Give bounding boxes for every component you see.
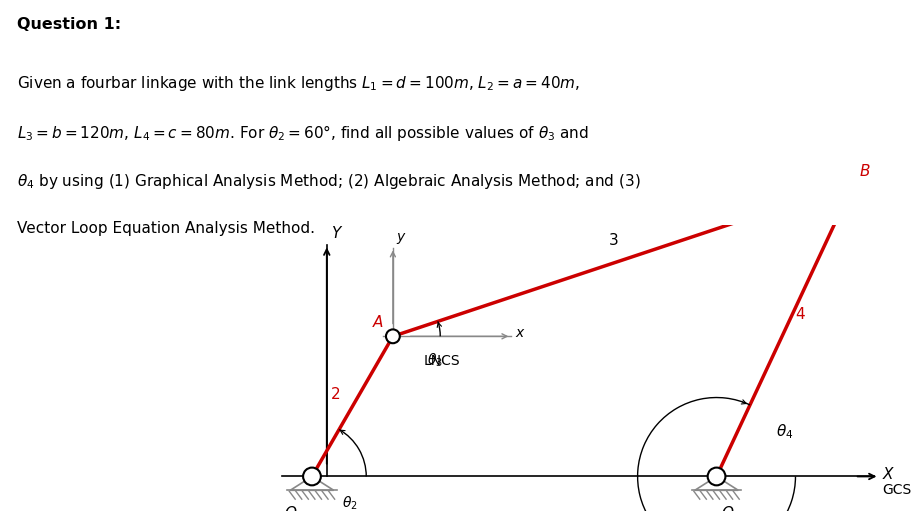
Text: Y: Y (330, 226, 340, 241)
Text: GCS: GCS (882, 483, 912, 497)
Text: 2: 2 (331, 387, 341, 403)
Text: Question 1:: Question 1: (17, 17, 120, 32)
Text: $L_3 = b = 120m$, $L_4 = c = 80m$. For $\theta_2 = 60°$, find all possible value: $L_3 = b = 120m$, $L_4 = c = 80m$. For $… (17, 123, 588, 143)
Circle shape (846, 176, 860, 190)
Text: LNCS: LNCS (424, 354, 461, 368)
Text: 4: 4 (795, 307, 804, 322)
Text: X: X (882, 467, 893, 482)
Text: x: x (515, 327, 523, 340)
Text: $O_2$: $O_2$ (285, 504, 304, 511)
Circle shape (386, 330, 400, 343)
Text: A: A (373, 315, 383, 331)
Text: Vector Loop Equation Analysis Method.: Vector Loop Equation Analysis Method. (17, 221, 315, 236)
Text: $\theta_2$: $\theta_2$ (341, 494, 357, 511)
Circle shape (708, 468, 725, 485)
Text: $\theta_3$: $\theta_3$ (428, 351, 443, 368)
Text: y: y (397, 229, 405, 244)
Text: $\theta_4$: $\theta_4$ (776, 423, 793, 442)
Text: 3: 3 (609, 233, 618, 248)
Text: B: B (859, 165, 870, 179)
Circle shape (303, 468, 321, 485)
Text: Given a fourbar linkage with the link lengths $L_1 = d = 100m$, $L_2 = a = 40m$,: Given a fourbar linkage with the link le… (17, 74, 579, 92)
Text: $\theta_4$ by using (1) Graphical Analysis Method; (2) Algebraic Analysis Method: $\theta_4$ by using (1) Graphical Analys… (17, 172, 640, 191)
Text: $O_4$: $O_4$ (722, 504, 742, 511)
